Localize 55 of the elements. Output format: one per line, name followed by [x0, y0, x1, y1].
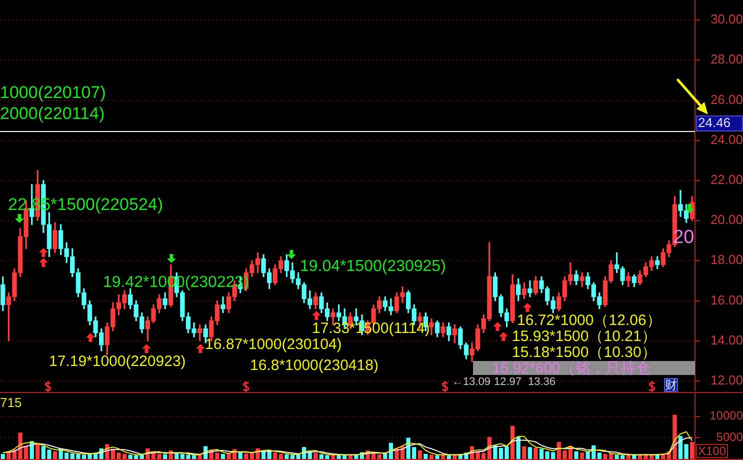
y-tick-label: 5000	[716, 430, 743, 444]
annotation: 19.04*1500(230925)	[300, 258, 446, 275]
bar	[383, 454, 388, 459]
annotation: 715	[0, 394, 22, 410]
annotation: 13.36	[528, 376, 556, 388]
bar	[36, 444, 40, 459]
bar	[534, 448, 538, 459]
y-tick-label: 22.00	[710, 172, 743, 188]
bar	[574, 451, 578, 459]
bar	[522, 446, 526, 459]
bar	[424, 454, 428, 459]
annotation: 15.92*600（铭，只持仓	[492, 360, 650, 376]
y-tick-label: 26.00	[710, 92, 743, 107]
annotation: 16.8*1000(230418)	[250, 356, 378, 374]
annotation: 15.93*1500（10.21）	[512, 328, 656, 344]
annotation: 17.19*1000(220923)	[49, 352, 186, 370]
bar	[597, 452, 602, 459]
bar	[238, 452, 242, 459]
bar	[220, 454, 226, 459]
bar	[446, 455, 451, 459]
bar	[52, 451, 58, 459]
bar	[278, 454, 283, 459]
bar	[0, 454, 5, 459]
bar	[377, 454, 382, 459]
bar	[198, 454, 202, 459]
bar	[162, 454, 168, 459]
y-tick-label: 30.00	[710, 12, 743, 27]
bar	[435, 455, 440, 459]
bar	[580, 452, 584, 459]
annotation: ←13.09	[452, 376, 491, 388]
bar	[516, 436, 520, 459]
bar	[314, 453, 318, 459]
y-tick-label: 14.00	[710, 332, 743, 348]
annotation: 16.87*1000(230104)	[205, 336, 342, 352]
annotation: 财	[665, 378, 677, 392]
y-tick-label: 28.00	[710, 52, 743, 67]
y-tick-label: 12.00	[710, 372, 743, 388]
bar	[528, 447, 532, 459]
y-tick-label: 24.00	[710, 132, 743, 147]
bar	[273, 452, 278, 459]
annotation: 15.18*1500（10.30）	[512, 344, 656, 360]
annotation: 12.97	[494, 376, 522, 388]
y-tick-label: 16.00	[710, 292, 743, 308]
annotation: 1000(220107)	[0, 82, 106, 102]
annotation: 2000(220114)	[0, 104, 105, 122]
y-tick-label: 20.00	[710, 212, 743, 228]
annotation: 16.72*1000（12.06）	[517, 312, 662, 328]
y-tick-label: 18.00	[710, 252, 743, 268]
y-axis-title: X100	[696, 444, 728, 458]
ref-line-label: 24.46	[698, 115, 731, 130]
y-tick-label: 10000	[710, 408, 743, 423]
bar	[690, 442, 694, 459]
bar	[244, 453, 248, 459]
bar	[429, 454, 434, 459]
bar	[418, 450, 422, 459]
